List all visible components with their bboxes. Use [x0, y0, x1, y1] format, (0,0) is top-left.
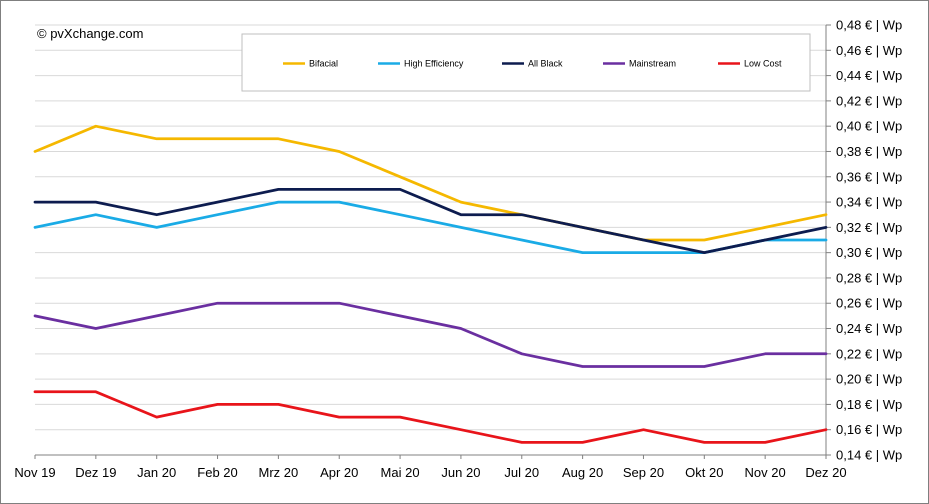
x-tick-label: Aug 20 [562, 465, 603, 480]
x-tick-label: Jan 20 [137, 465, 176, 480]
series-lines [33, 124, 828, 444]
legend: Bifacial High Efficiency All Black Mainstre… [241, 33, 811, 92]
x-tick-label: Jul 20 [504, 465, 539, 480]
y-tick-label: 0,30 € | Wp [836, 245, 902, 260]
x-tick-label: Sep 20 [623, 465, 664, 480]
series-line-low-cost [33, 390, 828, 444]
y-tick-label: 0,40 € | Wp [836, 119, 902, 134]
x-tick-labels: Nov 19 Dez 19 Jan 20 Feb 20 Mrz 20 Apr 20 Mai … [14, 465, 846, 480]
y-tick-label: 0,46 € | Wp [836, 43, 902, 58]
y-tick-label: 0,14 € | Wp [836, 448, 902, 463]
x-tick-label: Mrz 20 [259, 465, 299, 480]
x-tick-label: Okt 20 [685, 465, 723, 480]
series-line-bifacial [33, 124, 828, 242]
y-tick-label: 0,24 € | Wp [836, 321, 902, 336]
y-tick-label: 0,38 € | Wp [836, 144, 902, 159]
legend-box [241, 33, 811, 92]
y-tick-label: 0,36 € | Wp [836, 169, 902, 184]
y-tick-label: 0,18 € | Wp [836, 397, 902, 412]
legend-label-bifacial: Bifacial [309, 59, 338, 69]
x-tick-label: Nov 20 [745, 465, 786, 480]
x-tick-label: Dez 19 [75, 465, 116, 480]
legend-label-high-efficiency: High Efficiency [404, 59, 464, 69]
y-tick-label: 0,44 € | Wp [836, 68, 902, 83]
y-tick-label: 0,28 € | Wp [836, 270, 902, 285]
y-tick-label: 0,26 € | Wp [836, 296, 902, 311]
legend-label-all-black: All Black [528, 59, 563, 69]
x-tick-label: Feb 20 [197, 465, 237, 480]
legend-label-low-cost: Low Cost [744, 59, 782, 69]
x-tick-label: Mai 20 [381, 465, 420, 480]
y-tick-label: 0,42 € | Wp [836, 93, 902, 108]
y-tick-label: 0,22 € | Wp [836, 346, 902, 361]
x-tick-label: Jun 20 [441, 465, 480, 480]
x-tick-label: Dez 20 [805, 465, 846, 480]
x-tick-label: Nov 19 [14, 465, 55, 480]
credit-text: © pvXchange.com [37, 26, 143, 41]
series-line-high-efficiency [33, 200, 828, 254]
y-tick-label: 0,20 € | Wp [836, 372, 902, 387]
y-tick-label: 0,34 € | Wp [836, 195, 902, 210]
legend-label-mainstream: Mainstream [629, 59, 676, 69]
y-tick-label: 0,48 € | Wp [836, 18, 902, 33]
y-tick-labels: 0,14 € | Wp 0,16 € | Wp 0,18 € | Wp 0,20 € … [836, 18, 902, 463]
series-line-mainstream [33, 301, 828, 368]
x-tick-label: Apr 20 [320, 465, 358, 480]
y-tick-label: 0,16 € | Wp [836, 422, 902, 437]
y-tick-label: 0,32 € | Wp [836, 220, 902, 235]
series-line-all-black [33, 188, 828, 254]
